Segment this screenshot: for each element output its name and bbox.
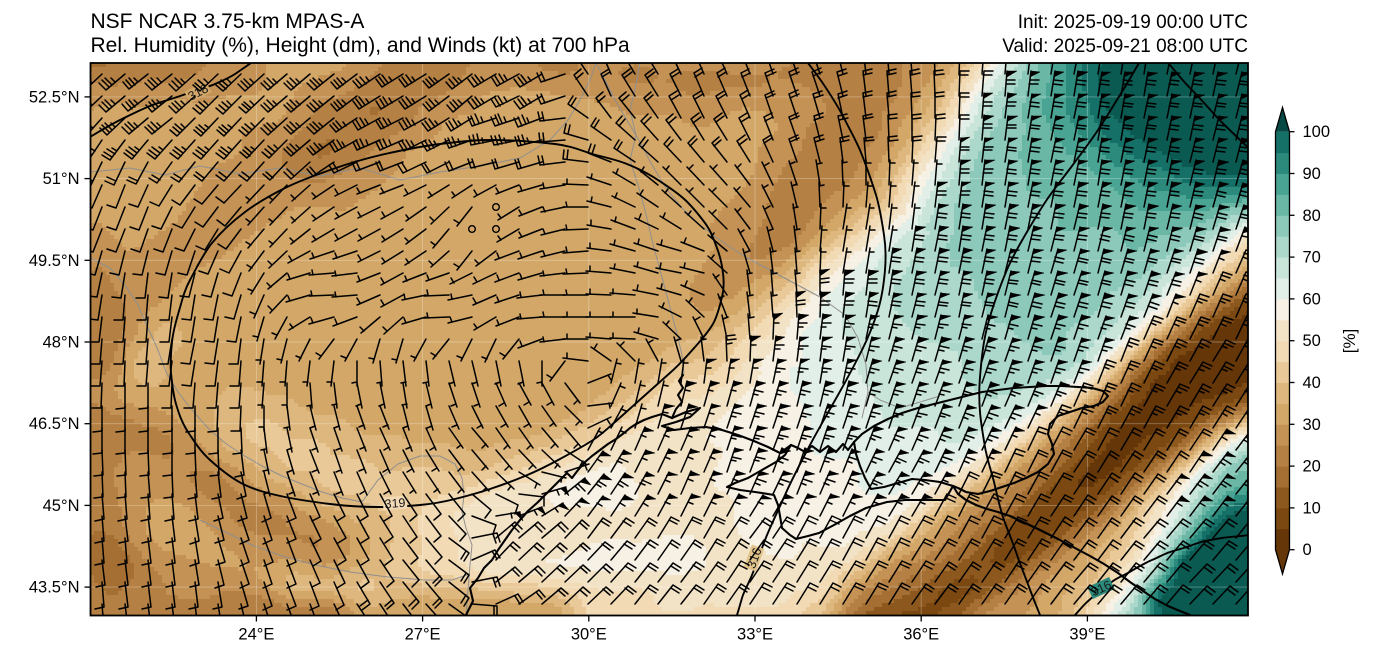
svg-text:43.5°N: 43.5°N	[29, 579, 80, 597]
svg-text:Init: 2025-09-19 00:00 UTC: Init: 2025-09-19 00:00 UTC	[1018, 12, 1248, 33]
svg-text:39°E: 39°E	[1069, 626, 1105, 644]
svg-text:[%]: [%]	[1340, 329, 1359, 354]
svg-text:20: 20	[1303, 458, 1321, 476]
svg-text:50: 50	[1303, 332, 1321, 350]
svg-text:48°N: 48°N	[43, 334, 80, 352]
svg-text:319: 319	[384, 496, 406, 511]
svg-text:30: 30	[1303, 416, 1321, 434]
svg-text:70: 70	[1303, 249, 1321, 267]
svg-text:Valid: 2025-09-21 08:00 UTC: Valid: 2025-09-21 08:00 UTC	[1002, 36, 1248, 57]
svg-text:100: 100	[1303, 123, 1331, 141]
svg-text:27°E: 27°E	[405, 626, 441, 644]
svg-text:80: 80	[1303, 207, 1321, 225]
svg-text:49.5°N: 49.5°N	[29, 252, 80, 270]
svg-text:316: 316	[744, 546, 764, 570]
svg-text:24°E: 24°E	[238, 626, 274, 644]
svg-text:60: 60	[1303, 290, 1321, 308]
svg-text:90: 90	[1303, 165, 1321, 183]
svg-text:0: 0	[1303, 541, 1312, 559]
svg-text:Rel. Humidity (%), Height (dm): Rel. Humidity (%), Height (dm), and Wind…	[91, 34, 631, 57]
svg-text:30°E: 30°E	[571, 626, 607, 644]
svg-text:46.5°N: 46.5°N	[29, 415, 80, 433]
svg-text:40: 40	[1303, 374, 1321, 392]
svg-text:51°N: 51°N	[43, 170, 80, 188]
svg-text:45°N: 45°N	[43, 497, 80, 515]
svg-text:52.5°N: 52.5°N	[29, 88, 80, 106]
svg-text:36°E: 36°E	[903, 626, 939, 644]
svg-text:NSF NCAR 3.75-km MPAS-A: NSF NCAR 3.75-km MPAS-A	[91, 10, 365, 33]
svg-text:33°E: 33°E	[737, 626, 773, 644]
svg-text:10: 10	[1303, 499, 1321, 517]
